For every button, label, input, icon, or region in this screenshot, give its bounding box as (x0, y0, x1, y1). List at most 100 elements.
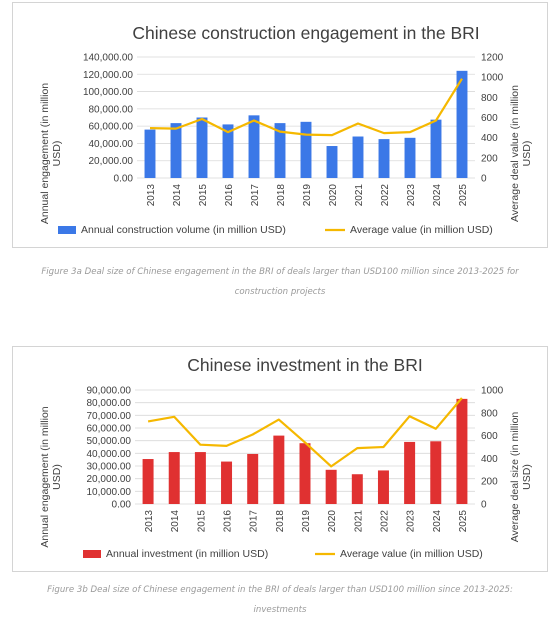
chart-construction: Chinese construction engagement in the B… (12, 2, 548, 248)
x-tick-label: 2013 (144, 510, 155, 533)
y2-tick-label: 600 (481, 431, 498, 442)
x-tick-label: 2013 (146, 184, 157, 207)
y2-axis-title: Average deal size (in million (509, 412, 521, 543)
y-axis-title-cont: USD) (51, 141, 63, 167)
legend-label-bar: Annual investment (in million USD) (106, 548, 268, 560)
y-tick-label: 40,000.00 (89, 139, 134, 150)
chart-construction-svg: Chinese construction engagement in the B… (39, 23, 533, 236)
bar (404, 137, 416, 178)
y-tick-label: 10,000.00 (87, 487, 132, 498)
x-tick-label: 2019 (301, 510, 312, 533)
average-value-line (149, 78, 463, 137)
legend-swatch-bar (58, 226, 76, 234)
y-tick-label: 80,000.00 (89, 104, 134, 115)
x-tick-label: 2023 (406, 184, 417, 207)
y-tick-label: 90,000.00 (87, 386, 132, 397)
y2-tick-label: 0 (481, 500, 487, 511)
x-tick-label: 2017 (250, 184, 261, 207)
y-tick-label: 20,000.00 (89, 156, 134, 167)
y-axis-title: Annual engagement (in million (39, 406, 51, 547)
bar (247, 453, 259, 504)
y-tick-label: 60,000.00 (89, 122, 134, 133)
bar (274, 123, 286, 178)
bar (273, 435, 285, 504)
bar (377, 470, 389, 504)
bar (456, 70, 468, 178)
bar (299, 443, 311, 504)
x-tick-label: 2025 (458, 184, 469, 207)
x-tick-label: 2014 (170, 510, 181, 533)
y-tick-label: 0.00 (112, 500, 132, 511)
x-tick-label: 2016 (223, 510, 234, 533)
x-tick-label: 2023 (406, 510, 417, 533)
x-tick-label: 2017 (249, 510, 260, 533)
y-tick-label: 70,000.00 (87, 411, 132, 422)
y2-tick-label: 800 (481, 93, 498, 104)
y-tick-label: 30,000.00 (87, 462, 132, 473)
y-axis-title-cont: USD) (51, 464, 63, 490)
y-tick-label: 100,000.00 (83, 87, 133, 98)
bar (168, 452, 180, 504)
x-tick-label: 2018 (275, 510, 286, 533)
y-tick-label: 50,000.00 (87, 436, 132, 447)
bar (300, 121, 312, 178)
average-value-line (147, 397, 463, 468)
bar (404, 441, 416, 504)
x-tick-label: 2019 (302, 184, 313, 207)
bar (196, 117, 208, 178)
y-axis-title: Annual engagement (in million (39, 83, 51, 224)
bar (378, 139, 390, 178)
chart-investment: Chinese investment in the BRI 0.00 10,000.… (12, 346, 548, 572)
y2-axis-title: Average deal value (in million (509, 85, 521, 222)
y2-tick-label: 1200 (481, 53, 504, 64)
x-tick-label: 2015 (198, 184, 209, 207)
y2-tick-label: 400 (481, 133, 498, 144)
bar (221, 461, 233, 504)
figure-3b-caption: Figure 3b Deal size of Chinese engagemen… (47, 585, 513, 615)
bar (144, 129, 156, 178)
y-tick-label: 40,000.00 (87, 449, 132, 460)
bar (170, 123, 182, 178)
bar (430, 119, 442, 178)
x-tick-label: 2022 (380, 184, 391, 207)
bar (222, 124, 234, 178)
y2-tick-label: 1000 (481, 73, 504, 84)
y2-tick-label: 0 (481, 174, 487, 185)
legend-label-line: Average value (in million USD) (340, 548, 483, 560)
bar (351, 474, 363, 504)
y2-tick-label: 200 (481, 477, 498, 488)
figure-3a-caption: Figure 3a Deal size of Chinese engagemen… (41, 267, 519, 297)
y2-axis-title-cont: USD) (521, 141, 533, 167)
legend-swatch-bar (83, 550, 101, 558)
chart-investment-svg: Chinese investment in the BRI 0.00 10,000.… (39, 355, 533, 560)
x-tick-label: 2020 (327, 510, 338, 533)
bar (142, 459, 154, 504)
bar (326, 146, 338, 178)
y-tick-label: 120,000.00 (83, 70, 133, 81)
y-tick-label: 60,000.00 (87, 424, 132, 435)
y2-tick-label: 600 (481, 113, 498, 124)
x-tick-label: 2024 (432, 184, 443, 207)
chart-title: Chinese construction engagement in the B… (132, 23, 479, 43)
y2-tick-label: 400 (481, 454, 498, 465)
x-tick-label: 2021 (353, 510, 364, 533)
x-tick-label: 2021 (354, 184, 365, 207)
bar (456, 398, 468, 504)
bar (430, 441, 442, 504)
y-tick-label: 20,000.00 (87, 474, 132, 485)
y2-tick-label: 800 (481, 408, 498, 419)
x-tick-label: 2015 (196, 510, 207, 533)
y-tick-label: 80,000.00 (87, 398, 132, 409)
x-tick-label: 2020 (328, 184, 339, 207)
x-tick-label: 2014 (172, 184, 183, 207)
chart-title: Chinese investment in the BRI (187, 355, 422, 375)
x-tick-label: 2025 (458, 510, 469, 533)
y2-tick-label: 200 (481, 153, 498, 164)
y2-axis-title-cont: USD) (521, 464, 533, 490)
y-tick-label: 0.00 (114, 174, 134, 185)
x-tick-label: 2022 (379, 510, 390, 533)
legend-label-bar: Annual construction volume (in million U… (81, 224, 286, 236)
bar (352, 136, 364, 178)
x-tick-label: 2024 (432, 510, 443, 533)
y-tick-label: 140,000.00 (83, 53, 133, 64)
